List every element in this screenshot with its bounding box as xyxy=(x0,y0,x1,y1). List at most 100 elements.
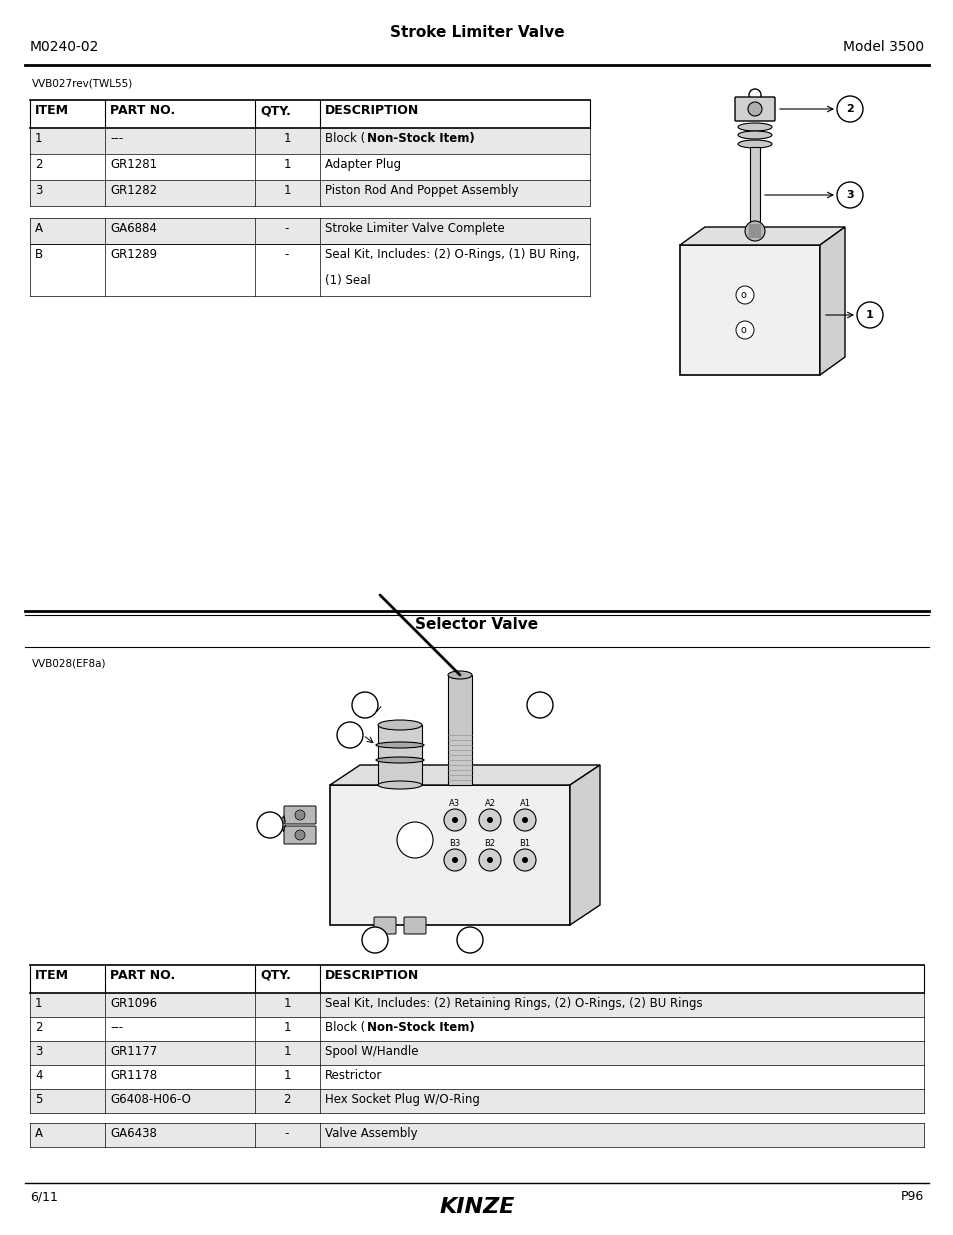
Circle shape xyxy=(336,722,363,748)
Text: A2: A2 xyxy=(484,799,495,808)
Text: Non-Stock Item): Non-Stock Item) xyxy=(367,132,475,144)
Text: 2: 2 xyxy=(35,158,43,170)
Bar xyxy=(30,993,923,1016)
Text: DESCRIPTION: DESCRIPTION xyxy=(325,969,418,982)
Text: B2: B2 xyxy=(484,839,495,848)
Text: 4: 4 xyxy=(371,935,378,945)
Text: Adapter Plug: Adapter Plug xyxy=(325,158,400,170)
Text: 5: 5 xyxy=(266,820,274,830)
Text: Restrictor: Restrictor xyxy=(325,1070,382,1082)
Polygon shape xyxy=(569,764,599,925)
Text: GA6884: GA6884 xyxy=(110,222,156,235)
Ellipse shape xyxy=(738,140,771,148)
Text: 3: 3 xyxy=(536,700,543,710)
Circle shape xyxy=(396,823,433,858)
Bar xyxy=(744,235,764,240)
Text: GR1178: GR1178 xyxy=(110,1070,157,1082)
Circle shape xyxy=(456,927,482,953)
Ellipse shape xyxy=(377,720,421,730)
Circle shape xyxy=(514,809,536,831)
Bar xyxy=(30,1089,923,1113)
Circle shape xyxy=(361,927,388,953)
Text: 1: 1 xyxy=(35,132,43,144)
Bar xyxy=(742,230,766,235)
Text: o: o xyxy=(740,325,745,335)
Text: PART NO.: PART NO. xyxy=(110,969,175,982)
Circle shape xyxy=(526,692,553,718)
Text: Stroke Limiter Valve Complete: Stroke Limiter Valve Complete xyxy=(325,222,504,235)
Text: 6/11: 6/11 xyxy=(30,1191,58,1203)
Circle shape xyxy=(294,810,305,820)
Text: A3: A3 xyxy=(449,799,460,808)
Ellipse shape xyxy=(375,742,423,748)
Circle shape xyxy=(521,818,527,823)
Text: 2: 2 xyxy=(845,104,853,114)
Bar xyxy=(30,245,589,296)
Text: 4: 4 xyxy=(35,1070,43,1082)
Text: 1: 1 xyxy=(283,1070,291,1082)
Bar xyxy=(744,245,764,249)
Text: o: o xyxy=(740,290,745,300)
Text: Valve Assembly: Valve Assembly xyxy=(325,1128,417,1140)
Bar xyxy=(30,1065,923,1089)
Text: P96: P96 xyxy=(900,1191,923,1203)
Text: M0240-02: M0240-02 xyxy=(30,40,99,54)
Text: (1) Seal: (1) Seal xyxy=(325,274,371,287)
Polygon shape xyxy=(679,227,844,245)
Circle shape xyxy=(744,221,764,241)
Circle shape xyxy=(856,303,882,329)
Text: ---: --- xyxy=(110,1021,123,1034)
Polygon shape xyxy=(330,764,599,785)
Circle shape xyxy=(486,857,493,863)
Circle shape xyxy=(443,809,465,831)
Text: GR1282: GR1282 xyxy=(110,184,157,198)
Circle shape xyxy=(735,321,753,338)
Circle shape xyxy=(836,182,862,207)
Circle shape xyxy=(521,857,527,863)
Text: DESCRIPTION: DESCRIPTION xyxy=(325,104,418,117)
Text: -: - xyxy=(285,248,289,261)
Bar xyxy=(746,240,762,245)
Text: 1: 1 xyxy=(283,184,291,198)
Bar xyxy=(30,180,589,206)
Text: 1: 1 xyxy=(283,132,291,144)
Text: Block (: Block ( xyxy=(325,1021,365,1034)
Text: B3: B3 xyxy=(449,839,460,848)
Circle shape xyxy=(836,96,862,122)
Polygon shape xyxy=(820,227,844,375)
Text: A1: A1 xyxy=(519,799,530,808)
Text: GA6438: GA6438 xyxy=(110,1128,156,1140)
Text: A: A xyxy=(35,1128,43,1140)
Text: -: - xyxy=(285,222,289,235)
Ellipse shape xyxy=(738,131,771,140)
Circle shape xyxy=(452,857,457,863)
Bar xyxy=(30,1016,923,1041)
Circle shape xyxy=(443,848,465,871)
Bar xyxy=(30,1123,923,1147)
Circle shape xyxy=(747,103,761,116)
Ellipse shape xyxy=(375,757,423,763)
Text: 2: 2 xyxy=(35,1021,43,1034)
Text: 3: 3 xyxy=(35,1045,42,1058)
Text: GR1281: GR1281 xyxy=(110,158,157,170)
Bar xyxy=(30,128,589,154)
Text: Model 3500: Model 3500 xyxy=(842,40,923,54)
Circle shape xyxy=(735,287,753,304)
Bar xyxy=(679,245,820,375)
Circle shape xyxy=(478,848,500,871)
Ellipse shape xyxy=(738,124,771,131)
Text: ---: --- xyxy=(110,132,123,144)
Text: 2: 2 xyxy=(346,730,354,740)
Text: 1: 1 xyxy=(283,1021,291,1034)
Text: GR1096: GR1096 xyxy=(110,997,157,1010)
Bar xyxy=(30,1041,923,1065)
Bar xyxy=(377,725,421,785)
Text: B1: B1 xyxy=(518,839,530,848)
Circle shape xyxy=(352,692,377,718)
FancyBboxPatch shape xyxy=(284,806,315,824)
Ellipse shape xyxy=(377,781,421,789)
Text: 1: 1 xyxy=(283,1045,291,1058)
Text: 3: 3 xyxy=(845,190,853,200)
Text: 1: 1 xyxy=(865,310,873,320)
Circle shape xyxy=(514,848,536,871)
